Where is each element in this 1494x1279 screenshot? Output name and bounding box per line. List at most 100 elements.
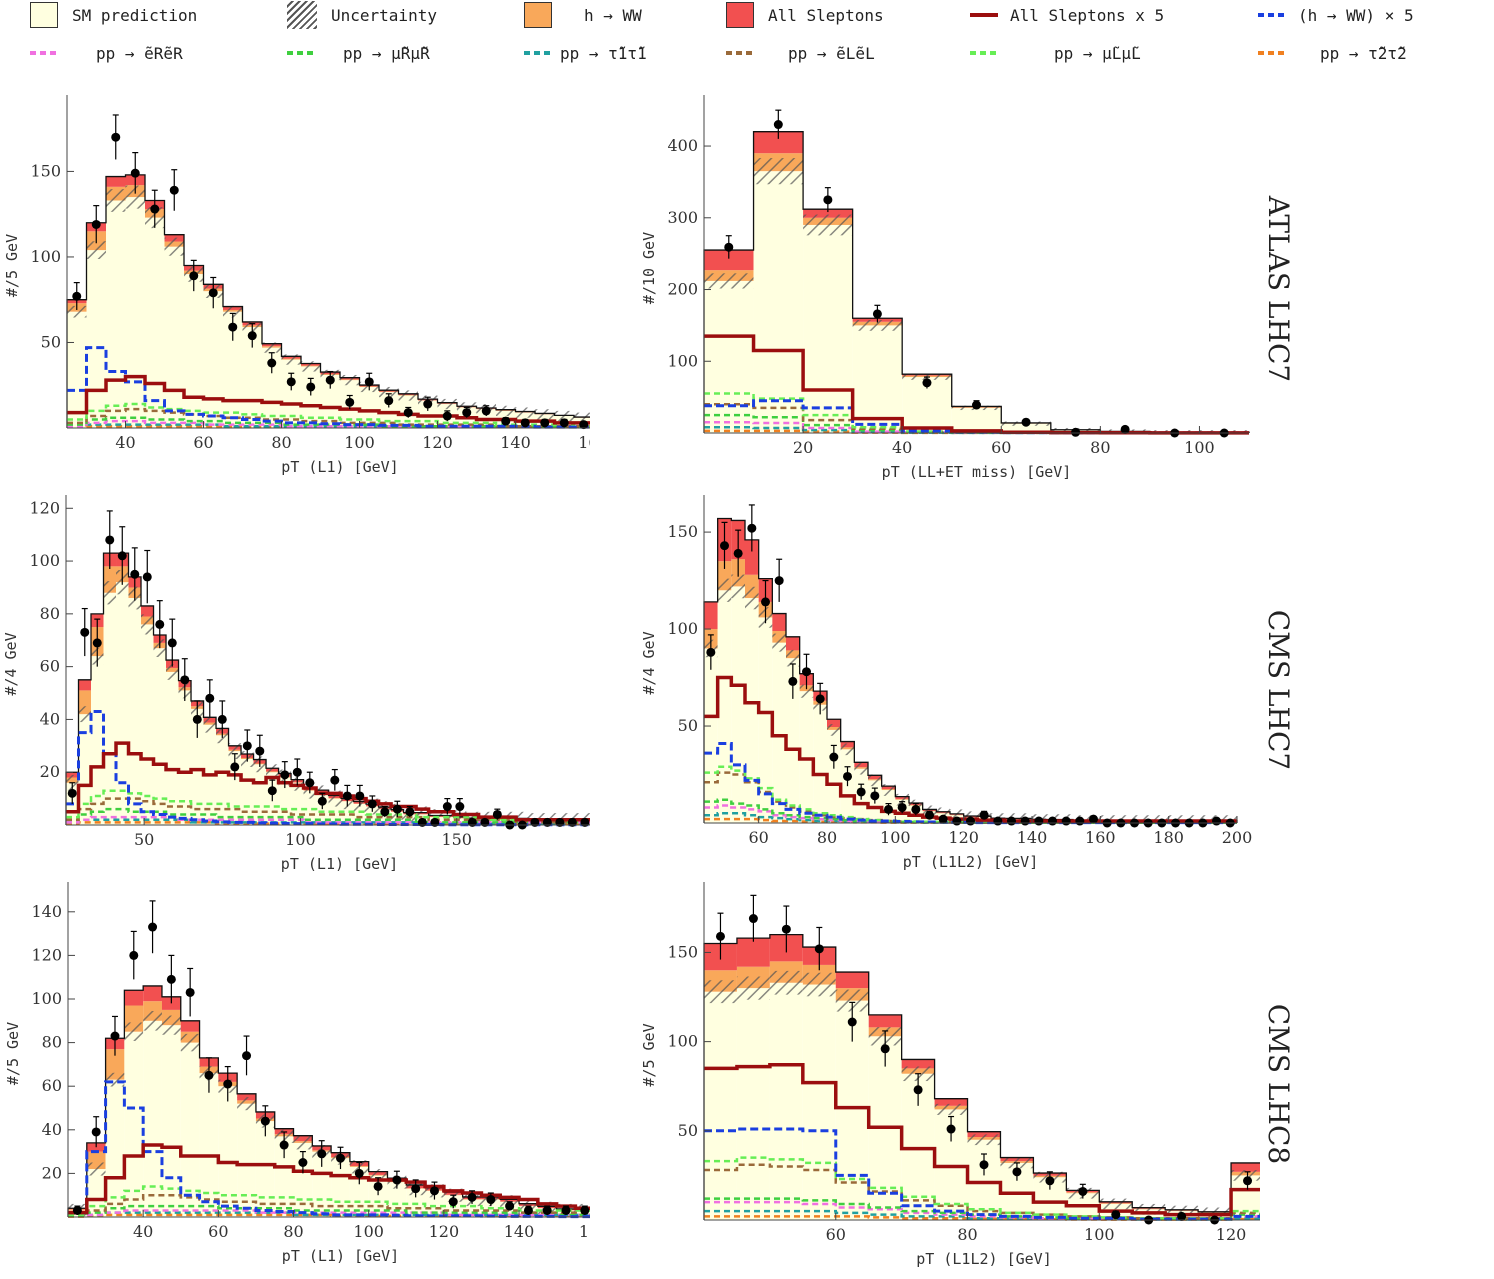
data-point [367,799,377,809]
slepton-bar [704,601,718,630]
uncertainty-swatch [287,1,317,29]
x-tick-label: 100 [1084,1225,1115,1244]
legend-item-mumu-r: pp → μ̃Rμ̃R [287,38,430,68]
plot-area [703,504,1238,828]
y-tick-label: 100 [31,989,62,1008]
h-to-ww-x5-line [68,1080,590,1219]
data-point [405,807,415,817]
data-point [880,1044,890,1054]
data-point [542,817,552,827]
data-point [462,408,472,418]
data-point [91,1127,101,1137]
data-point [480,817,490,827]
uncertainty-band [223,305,243,318]
data-point [559,418,569,428]
data-point [228,322,238,332]
uncertainty-band [704,273,754,289]
uncertainty-band [67,305,87,318]
ee-r-swatch [30,51,58,55]
y-axis-label: #/5 GeV [640,1023,658,1086]
plot-area [65,510,590,830]
x-tick-label: 60 [208,1222,228,1241]
uncertainty-band [736,976,770,1000]
slepton-bar [736,938,770,967]
slepton-bar [934,1098,968,1106]
legend-item-ee-r: pp → ẽRẽR [30,38,183,68]
h-to-ww-x5-line [704,1127,1260,1221]
y-tick-label: 100 [29,551,60,570]
ee-r-line [704,1200,1260,1221]
data-point [80,627,90,637]
sleptons-x5-line [704,1063,1260,1217]
legend-item-tautau-2: pp → τ̃2τ̃2 [1258,38,1407,68]
mumu-l-swatch [970,51,998,55]
uncertainty-band [496,405,516,417]
uncertainty-band [854,762,868,775]
data-point [180,675,190,685]
data-point [913,1085,923,1095]
slepton-bar [237,1093,256,1101]
data-point [911,804,921,814]
data-point [72,291,82,301]
uncertainty-band [769,970,803,995]
sm-bar [216,735,229,825]
data-point [92,638,102,648]
legend-row-1: SM prediction Uncertainty h → WW All Sle… [0,0,1494,30]
x-tick-label: 180 [1153,828,1184,847]
legend-label: h → WW [584,5,642,25]
slepton-bar [772,613,786,631]
x-tick-label: 80 [271,433,291,452]
sm-bar [281,359,301,428]
sm-bar [191,708,204,825]
sm-bar [769,982,803,1220]
y-tick-label: 100 [667,1032,698,1051]
y-tick-label: 300 [667,208,698,227]
data-point [505,1201,515,1211]
sm-bar [262,347,282,428]
y-tick-label: 80 [40,604,60,623]
h-to-ww-x5-line [67,346,590,429]
data-point [555,817,565,827]
data-point [317,796,327,806]
y-tick-label: 50 [41,332,61,351]
h-to-ww-x5-line [704,741,1237,825]
uncertainty-band [293,1136,313,1150]
sm-bar [164,246,184,428]
data-point [733,548,743,558]
data-point [279,1140,289,1150]
sleptons-x5-line [68,1143,590,1215]
sm-bar [253,764,267,825]
x-tick-label: 140 [500,433,531,452]
data-point [1061,816,1071,826]
mumu-r-line [704,1197,1260,1221]
data-point [761,597,770,607]
x-tick-label: 100 [880,828,911,847]
uncertainty-band [86,241,106,259]
data-point [774,576,784,586]
sm-bar [704,648,718,823]
data-point [1048,816,1057,826]
data-point [706,647,716,657]
data-point [823,195,833,205]
data-point [411,1184,421,1194]
uncertainty-band [827,724,841,736]
row-label-cms-lhc8: CMS LHC8 [1262,1003,1295,1165]
uncertainty-band [515,407,535,418]
sm-bar [951,407,1002,433]
x-axis-label: pT (L1L2) [GeV] [903,853,1038,871]
slepton-bar [161,996,181,1010]
sm-bar [736,988,770,1220]
sm-bar [758,617,773,823]
data-point [1078,1186,1088,1196]
data-point [872,309,882,319]
ee-r-line [67,419,590,429]
sm-bar [241,759,254,825]
data-point [1075,816,1085,826]
x-tick-label: 100 [344,433,375,452]
sm-bar [799,691,814,823]
sm-bar [103,592,117,825]
data-point [870,791,880,801]
mumu-l-line [66,789,590,821]
data-point [325,375,335,385]
uncertainty-band [786,649,800,667]
